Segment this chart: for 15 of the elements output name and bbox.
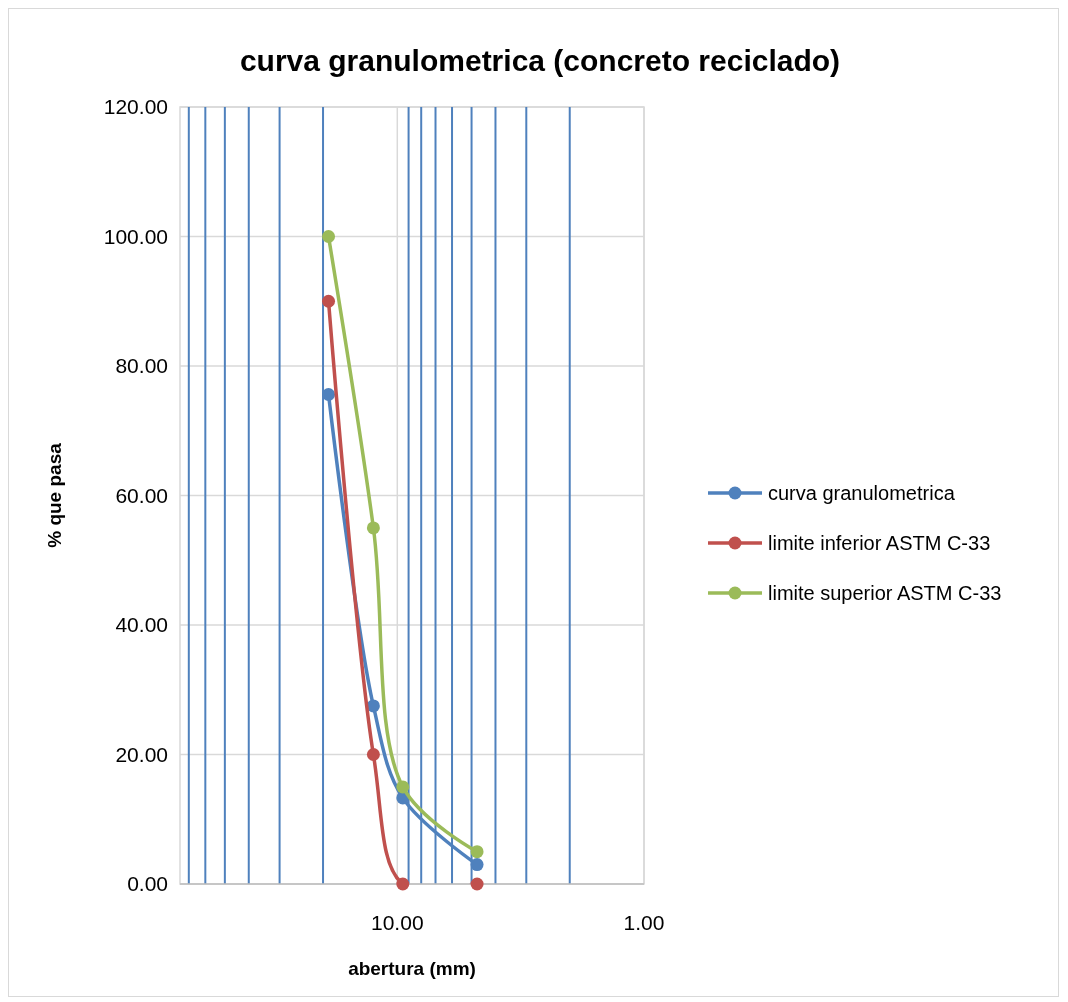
chart-title: curva granulometrica (concreto reciclado) (239, 44, 841, 77)
legend-label: curva granulometrica (768, 482, 956, 504)
y-axis-title: % que pasa (44, 442, 65, 548)
x-tick-label: 1.00 (623, 911, 665, 934)
legend-label: limite inferior ASTM C-33 (768, 532, 991, 554)
y-tick-label: 40.00 (115, 613, 168, 637)
y-tick-label: 80.00 (115, 354, 168, 378)
y-tick-label: 100.00 (103, 224, 168, 248)
y-tick-label: 20.00 (115, 742, 168, 766)
x-tick-label: 10.00 (371, 911, 424, 934)
y-tick-label: 0.00 (127, 872, 168, 896)
y-tick-label: 60.00 (115, 483, 168, 507)
legend-label: limite superior ASTM C-33 (768, 582, 1002, 604)
y-tick-label: 120.00 (103, 95, 168, 119)
x-axis-title: abertura (mm) (348, 958, 476, 979)
